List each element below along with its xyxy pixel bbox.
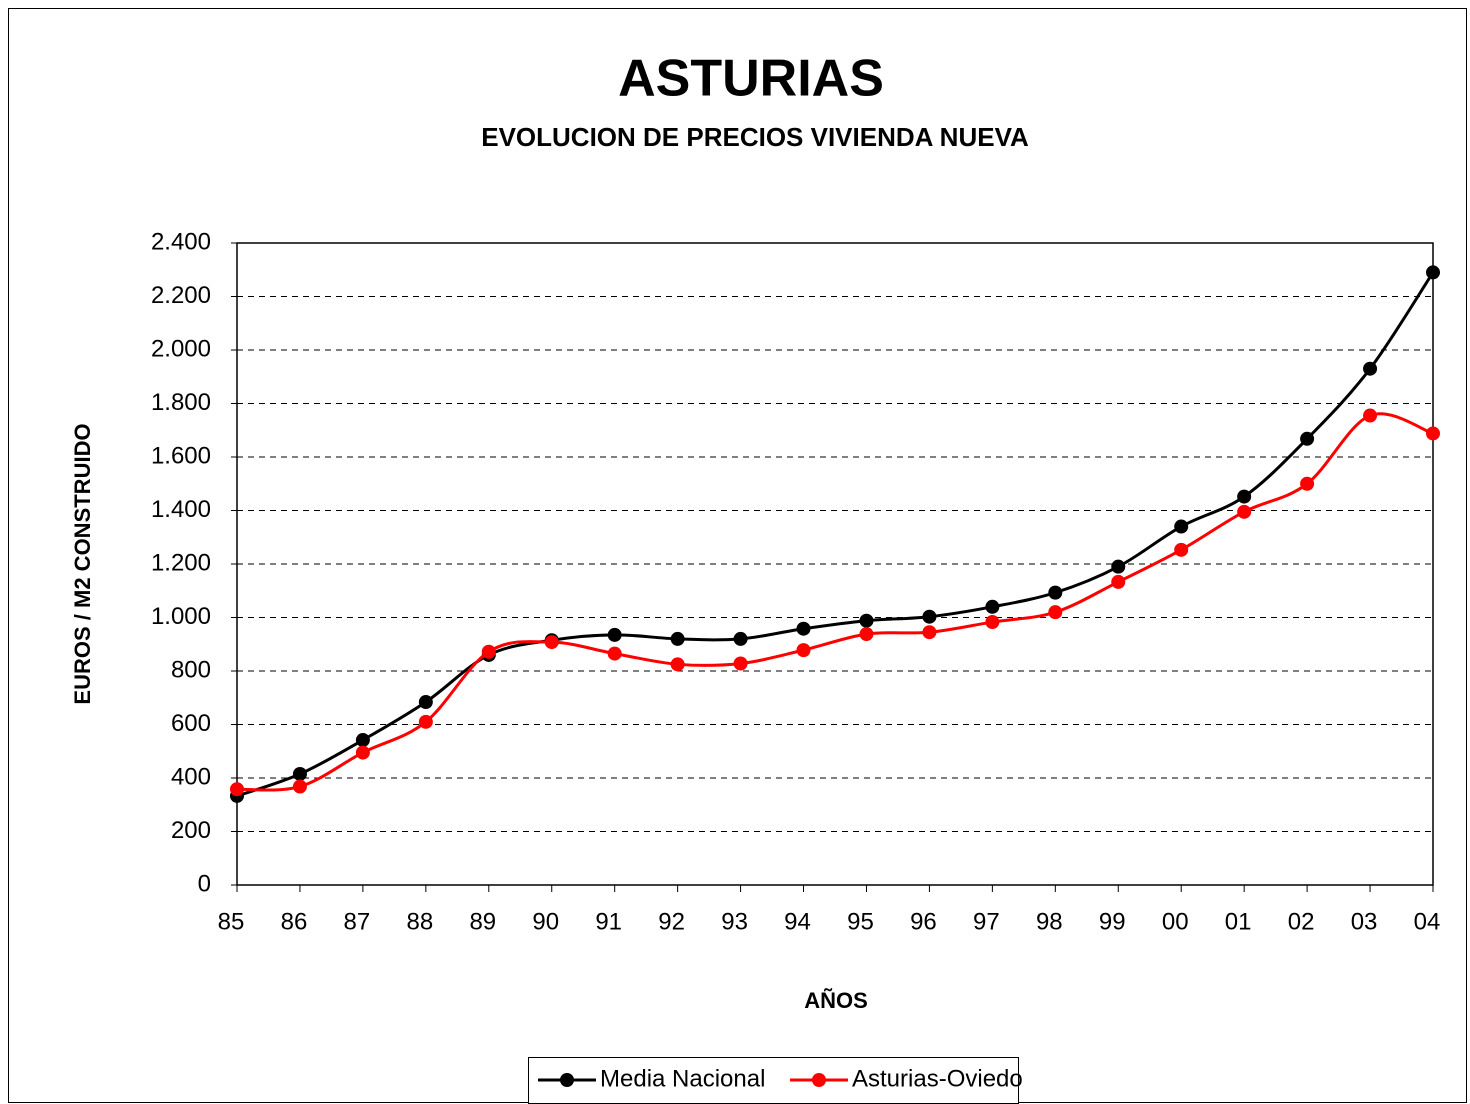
legend-marker [560, 1073, 574, 1087]
point [1111, 574, 1126, 589]
point [1237, 504, 1252, 519]
line [236, 412, 1434, 792]
point [859, 627, 874, 642]
x-tick-label: 01 [1225, 908, 1252, 935]
point [418, 714, 433, 729]
point [985, 615, 1000, 630]
legend-marker [812, 1073, 826, 1087]
y-tick-label: 1.400 [151, 496, 211, 523]
point [292, 766, 307, 781]
legend: Media Nacional Asturias-Oviedo [528, 1057, 1023, 1104]
point [670, 657, 685, 672]
series [230, 408, 1440, 797]
point [733, 656, 748, 671]
x-tick-label: 86 [281, 908, 308, 935]
legend-label: Asturias-Oviedo [852, 1065, 1023, 1092]
x-tick-label: 00 [1162, 908, 1189, 935]
point [1363, 361, 1378, 376]
y-tick-label: 600 [171, 710, 211, 737]
chart-subtitle: EVOLUCION DE PRECIOS VIVIENDA NUEVA [481, 122, 1029, 152]
series [230, 265, 1440, 803]
point [355, 745, 370, 760]
y-tick-label: 1.800 [151, 389, 211, 416]
x-axis-label: AÑOS [804, 988, 868, 1013]
x-tick-label: 02 [1288, 908, 1315, 935]
y-tick-label: 400 [171, 763, 211, 790]
x-tick-label: 92 [658, 908, 685, 935]
point [1174, 542, 1189, 557]
x-tick-label: 95 [847, 908, 874, 935]
x-tick-label: 97 [973, 908, 1000, 935]
point [1426, 426, 1440, 441]
y-tick-label: 200 [171, 817, 211, 844]
x-tick-label: 91 [595, 908, 622, 935]
point [1237, 489, 1252, 504]
x-tick-label: 03 [1351, 908, 1378, 935]
point [292, 779, 307, 794]
point [733, 631, 748, 646]
point [355, 733, 370, 748]
x-tick-label: 98 [1036, 908, 1063, 935]
point [607, 646, 622, 661]
point [1048, 605, 1063, 620]
point [1426, 265, 1440, 280]
point [1363, 408, 1378, 423]
point [922, 625, 937, 640]
point [1048, 585, 1063, 600]
point [1300, 431, 1315, 446]
point [796, 621, 811, 636]
point [544, 635, 559, 650]
x-tick-label: 89 [469, 908, 496, 935]
legend-box [528, 1057, 1019, 1104]
y-tick-label: 1.600 [151, 442, 211, 469]
x-tick-label: 94 [784, 908, 811, 935]
line [236, 271, 1435, 798]
x-tick-label: 99 [1099, 908, 1126, 935]
y-tick-label: 2.400 [151, 228, 211, 255]
point [859, 613, 874, 628]
x-tick-label: 85 [218, 908, 245, 935]
x-tick-label: 96 [910, 908, 937, 935]
y-axis-label: EUROS / M2 CONSTRUIDO [70, 423, 95, 704]
x-tick-label: 88 [406, 908, 433, 935]
y-tick-label: 0 [198, 870, 211, 897]
point [1111, 559, 1126, 574]
y-tick-label: 2.200 [151, 282, 211, 309]
legend-label: Media Nacional [600, 1065, 765, 1092]
y-tick-label: 800 [171, 656, 211, 683]
point [607, 627, 622, 642]
y-tick-label: 1.000 [151, 603, 211, 630]
point [985, 599, 1000, 614]
x-tick-label: 87 [344, 908, 371, 935]
chart-border [8, 8, 1467, 1103]
y-tick-label: 2.000 [151, 335, 211, 362]
point [418, 695, 433, 710]
x-tick-label: 90 [532, 908, 559, 935]
x-tick-label: 04 [1414, 908, 1441, 935]
point [670, 631, 685, 646]
point [230, 782, 244, 797]
chart-title: ASTURIAS [618, 50, 884, 108]
point [1174, 519, 1189, 534]
x-tick-label: 93 [721, 908, 748, 935]
point [922, 609, 937, 624]
plot-area [236, 242, 1434, 886]
point [1300, 476, 1315, 491]
point [481, 644, 496, 659]
point [796, 643, 811, 658]
y-tick-label: 1.200 [151, 549, 211, 576]
